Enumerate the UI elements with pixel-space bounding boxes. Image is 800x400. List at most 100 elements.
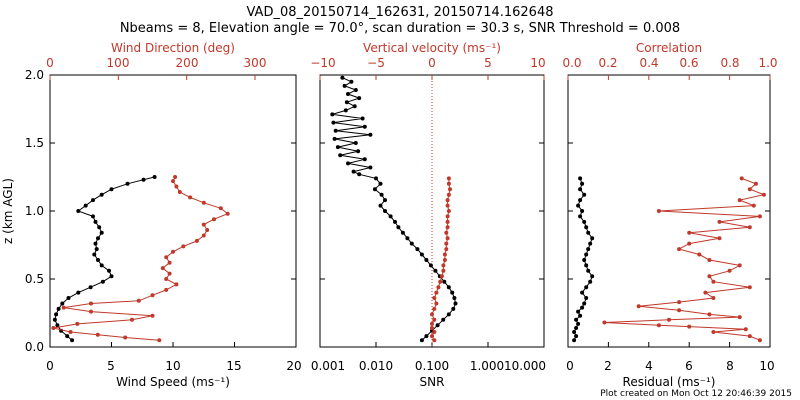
vertical-velocity-point: [351, 169, 356, 174]
wind-speed-point: [109, 274, 114, 279]
bottom-tick-label: 10: [759, 359, 774, 373]
residual-point: [574, 334, 579, 339]
snr-point: [444, 241, 449, 246]
wind-speed-point: [76, 209, 81, 213]
wind-direction-point: [174, 282, 179, 287]
snr-point: [432, 296, 437, 300]
correlation-point: [757, 214, 762, 219]
wind-speed-point: [92, 252, 97, 257]
wind-speed-point: [66, 296, 71, 300]
vertical-velocity-point: [330, 112, 335, 117]
snr-axis-label: SNR: [420, 375, 445, 389]
vertical-velocity-point: [356, 149, 361, 154]
vertical-velocity-point: [383, 198, 387, 203]
wind-direction-point: [89, 301, 93, 306]
wind-speed-point: [83, 203, 88, 208]
wind-direction-point: [194, 238, 199, 243]
correlation-point: [711, 296, 716, 300]
wind-direction-point: [130, 317, 134, 322]
wind-speed-point: [99, 230, 104, 235]
correlation-point: [677, 308, 682, 313]
residual-point: [578, 198, 583, 203]
vertical-velocity-point: [442, 279, 447, 284]
vertical-velocity-point: [400, 230, 405, 235]
residual-point: [580, 181, 585, 186]
snr-point: [448, 187, 452, 192]
correlation-point: [656, 209, 661, 213]
wind-direction-point: [167, 260, 172, 265]
y-tick-label: 1.0: [25, 204, 44, 218]
vertical-velocity-point: [378, 181, 383, 186]
bottom-tick-label: 2: [604, 359, 612, 373]
vertical-velocity-point: [362, 157, 367, 162]
vertical-velocity-point: [374, 176, 378, 181]
vertical-velocity-point: [446, 285, 451, 290]
vertical-velocity-point: [428, 263, 433, 268]
snr-point: [442, 258, 447, 262]
residual-point: [576, 321, 581, 326]
wind-direction-point: [225, 211, 230, 216]
snr-point: [430, 321, 434, 326]
vertical-velocity-point: [344, 100, 349, 105]
wind-direction-point: [174, 184, 179, 189]
residual-point: [588, 241, 593, 246]
wind-direction-point: [51, 326, 56, 330]
wind-speed-point: [88, 285, 93, 290]
residual-point: [572, 338, 577, 343]
vertical-velocity-point: [378, 203, 383, 208]
correlation-point: [737, 198, 742, 203]
vertical-velocity-point: [383, 209, 387, 213]
vertical-velocity-point: [441, 317, 446, 322]
top-tick-label: 5: [484, 56, 492, 70]
snr-point: [445, 198, 450, 203]
vertical-velocity-point: [368, 132, 373, 137]
wind-direction-point: [164, 277, 169, 281]
residual-point: [584, 296, 589, 300]
wind-speed-point: [91, 214, 95, 219]
bottom-tick-label: 1.000: [470, 359, 504, 373]
wind-direction-point: [95, 332, 100, 337]
vertical-velocity-point: [452, 296, 457, 300]
wind-speed-tick-labels: 0 5 10 15 20: [46, 359, 301, 373]
figure-subtitle: Nbeams = 8, Elevation angle = 70.0°, sca…: [120, 21, 680, 36]
wind-speed-point: [99, 263, 104, 268]
vertical-velocity-point: [360, 116, 365, 121]
snr-point: [438, 279, 443, 284]
residual-point: [586, 268, 591, 273]
snr-point: [445, 225, 450, 230]
vertical-velocity-point: [349, 79, 354, 84]
top-tick-label: 0.4: [639, 56, 658, 70]
wind-speed-point: [54, 312, 59, 317]
vertical-velocity-point: [352, 104, 357, 109]
wind-direction-point: [75, 321, 80, 326]
vertical-velocity-point: [346, 161, 350, 166]
vertical-velocity-point: [409, 241, 414, 246]
snr-point: [434, 290, 439, 295]
residual-point: [584, 285, 589, 290]
top-tick-label: 0: [428, 56, 436, 70]
top-tick-label: 0.2: [598, 56, 617, 70]
correlation-point: [602, 320, 607, 325]
vertical-velocity-point: [451, 306, 456, 311]
residual-point: [582, 219, 587, 224]
residual-point: [582, 192, 587, 197]
snr-point: [446, 176, 451, 181]
snr-point: [446, 192, 451, 197]
y-axis-label: z (km AGL): [1, 178, 15, 244]
snr-point: [439, 274, 444, 279]
residual-point: [584, 263, 589, 268]
figure-title: VAD_08_20150714_162631, 20150714.162648: [247, 5, 554, 20]
residual-point: [586, 230, 591, 235]
wind-direction-point: [167, 271, 172, 276]
snr-point: [434, 301, 439, 306]
wind-direction-point: [150, 293, 155, 298]
wind-direction-point: [181, 244, 186, 249]
wind-speed-point: [99, 192, 104, 197]
vertical-velocity-point: [333, 128, 338, 133]
snr-point: [432, 330, 437, 334]
vertical-velocity-point: [357, 172, 362, 177]
wind-speed-point: [141, 177, 146, 182]
vertical-velocity-point: [435, 323, 440, 328]
